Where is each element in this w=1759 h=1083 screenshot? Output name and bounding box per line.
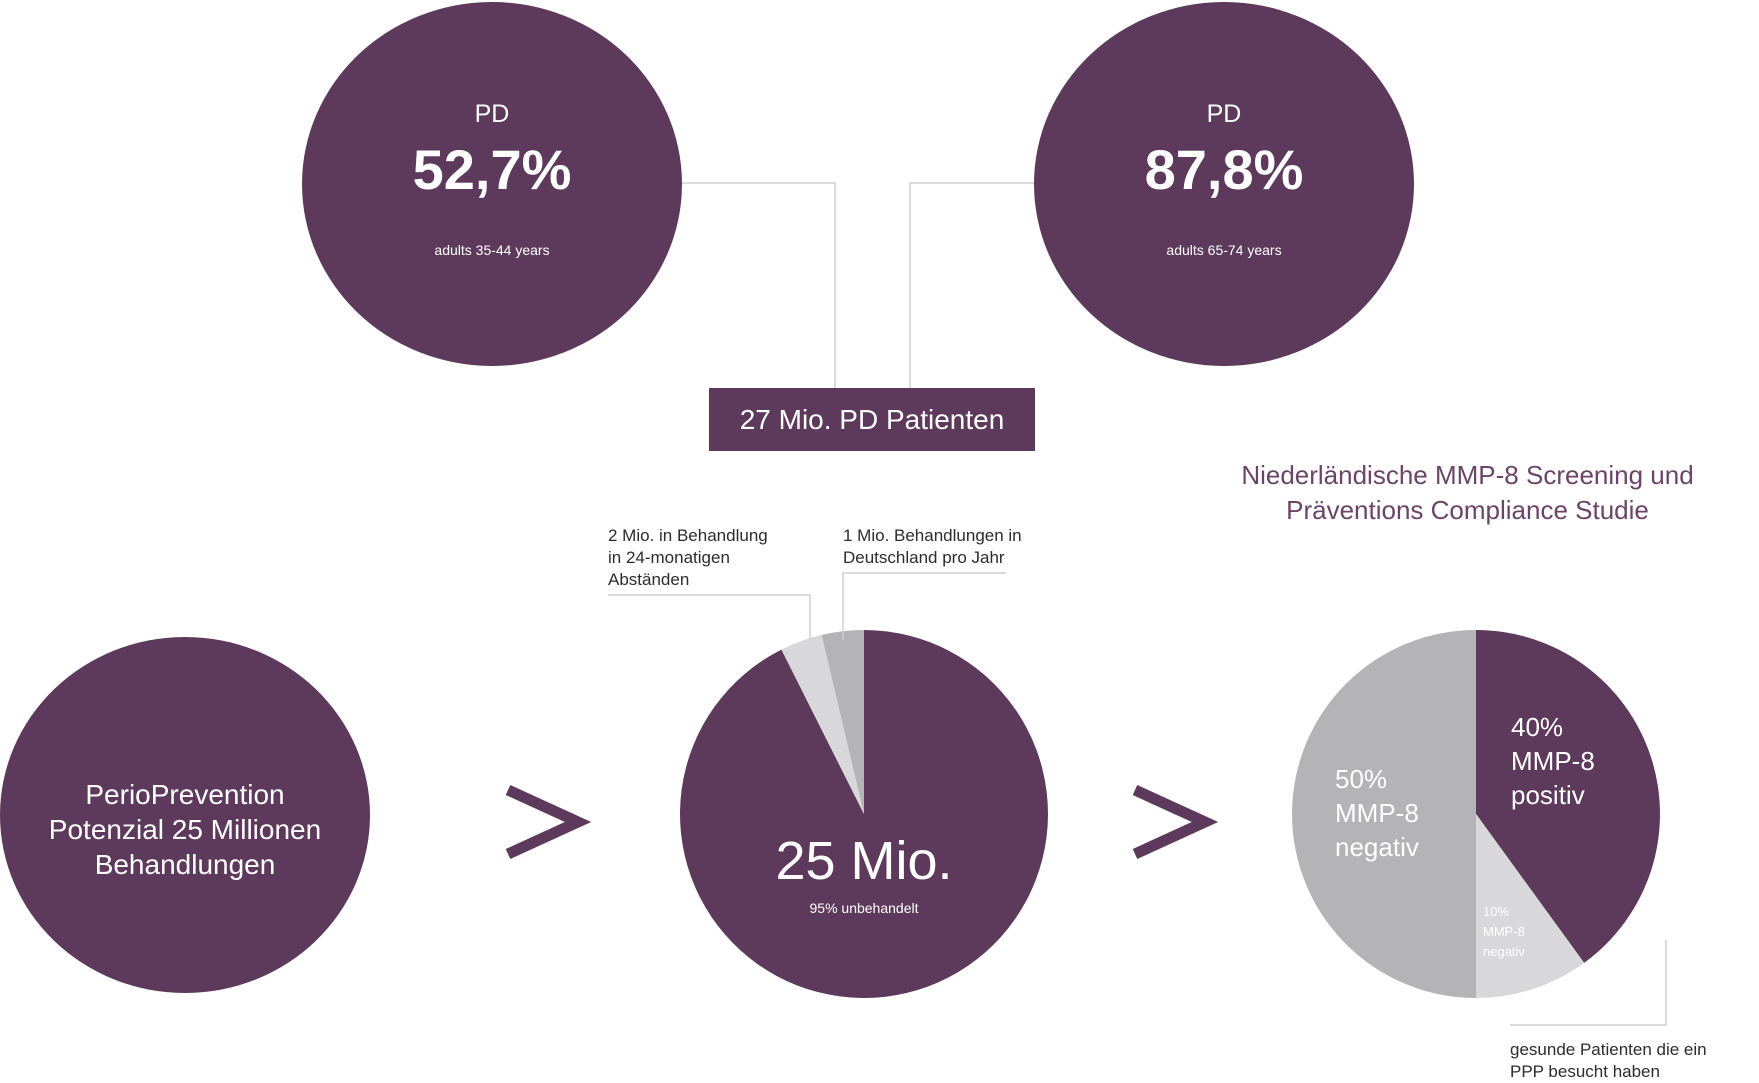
stat-sub: adults 65-74 years [1166,242,1282,258]
pie-sub: 95% unbehandelt [809,900,919,916]
stat-sub: adults 35-44 years [434,242,550,258]
study-title-line-2: Präventions Compliance Studie [1286,495,1649,525]
stat-circle-adults-35-44: PD 52,7% adults 35-44 years [302,2,682,366]
slice-label-negative: 50% MMP-8 negativ [1335,762,1419,864]
note-line-gesunde [1510,940,1667,1026]
treatment-pie [680,630,1049,998]
small-word: negativ [1483,944,1525,959]
note-behandlung-line-2: in 24-monatigen [608,548,730,567]
perioprevention-line-2: Potenzial 25 Millionen [48,814,322,845]
stat-label: PD [1206,100,1242,128]
slice-mmp8-positiv [1476,630,1661,963]
small-marker: MMP-8 [1483,924,1525,939]
positive-marker: MMP-8 [1511,746,1595,776]
small-percent: 10% [1483,904,1510,919]
positive-word: positiv [1511,780,1585,810]
note-deutschland-line-1: 1 Mio. Behandlungen in [843,526,1022,545]
negative-percent: 50% [1335,764,1388,794]
connector-line-right [909,182,1036,388]
stat-label: PD [474,100,510,128]
study-pie [1292,630,1661,998]
slice-mmp8-negativ [1292,630,1476,998]
arrow-icon-2 [1132,784,1219,860]
stat-value: 87,8% [1144,138,1304,201]
stat-value: 52,7% [412,138,572,201]
slice-label-positive: 40% MMP-8 positiv [1511,710,1595,812]
perioprevention-line-1: PerioPrevention [85,779,285,810]
pie-value: 25 Mio. [775,831,953,891]
stat-circle-adults-65-74: PD 87,8% adults 65-74 years [1034,2,1414,366]
note-gesunde-line-2: PPP besucht haben [1510,1062,1660,1081]
negative-marker: MMP-8 [1335,798,1419,828]
arrow-icon-1 [505,784,592,860]
note-gesunde-line-1: gesunde Patienten die ein [1510,1040,1707,1059]
study-title: Niederländische MMP-8 Screening und Präv… [1180,458,1755,528]
note-behandlung: 2 Mio. in Behandlung in 24-monatigen Abs… [608,525,808,591]
negative-word: negativ [1335,832,1419,862]
note-line-behandlung [608,594,811,645]
slice-label-small: 10% MMP-8 negativ [1483,902,1525,962]
slice-in-behandlung [781,634,864,814]
positive-percent: 40% [1511,712,1564,742]
note-gesunde: gesunde Patienten die ein PPP besucht ha… [1510,1039,1750,1083]
patients-box-label: 27 Mio. PD Patienten [739,404,1005,435]
patients-box: 27 Mio. PD Patienten [709,388,1035,451]
note-line-deutschland [842,572,1006,640]
slice-behandlungen-pro-jahr [821,630,864,814]
study-title-line-1: Niederländische MMP-8 Screening und [1241,460,1694,490]
note-deutschland: 1 Mio. Behandlungen in Deutschland pro J… [843,525,1043,569]
connector-line-left [680,182,836,388]
perioprevention-line-3: Behandlungen [94,849,276,880]
slice-mmp8-negativ-small [1476,814,1585,998]
note-behandlung-line-3: Abständen [608,570,690,589]
perioprevention-circle: PerioPrevention Potenzial 25 Millionen B… [0,637,370,993]
note-deutschland-line-2: Deutschland pro Jahr [843,548,1005,567]
note-behandlung-line-1: 2 Mio. in Behandlung [608,526,768,545]
slice-unbehandelt [680,630,1049,998]
